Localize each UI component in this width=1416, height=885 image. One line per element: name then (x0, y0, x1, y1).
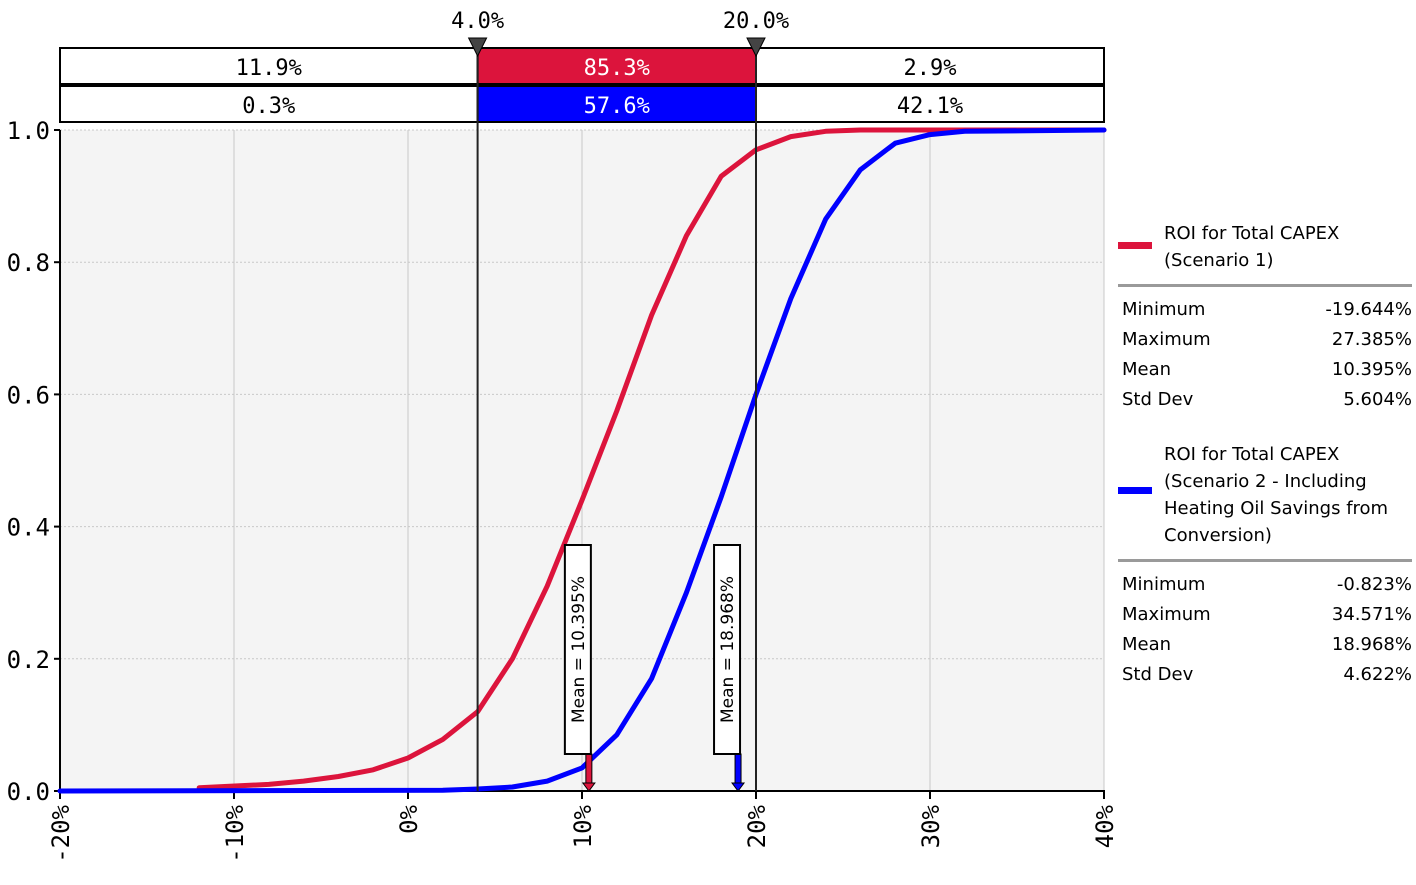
legend-label-scenario-1: ROI for Total CAPEX (Scenario 1) (1164, 220, 1339, 274)
y-tick-label: 0.4 (7, 514, 50, 542)
delimiter-label: 4.0% (451, 9, 504, 34)
stat-row: Std Dev 4.622% (1118, 660, 1412, 690)
stat-value: 34.571% (1331, 604, 1412, 625)
stat-row: Std Dev 5.604% (1118, 385, 1412, 415)
stat-label: Mean (1122, 359, 1172, 380)
x-tick-label: -20% (47, 804, 75, 862)
band-cell (59, 47, 479, 85)
delimiter-handle (467, 37, 488, 58)
series-line-1 (196, 127, 1107, 791)
mean-arrow-shaft (734, 753, 742, 786)
stat-value: -0.823% (1336, 574, 1412, 595)
stats-scenario-2: Minimum -0.823% Maximum 34.571% Mean 18.968… (1118, 570, 1412, 690)
stat-row: Minimum -19.644% (1118, 295, 1412, 325)
mean-arrow-head (581, 782, 596, 792)
legend-label-line: Conversion) (1164, 525, 1272, 546)
y-tick-label: 0.2 (7, 646, 50, 674)
x-tick-label: 0% (395, 804, 423, 833)
stat-label: Minimum (1122, 574, 1206, 595)
legend-separator (1118, 559, 1412, 562)
mean-markers: Mean = 10.395% Mean = 18.968% (563, 544, 746, 792)
stats-scenario-1: Minimum -19.644% Maximum 27.385% Mean 10.39… (1118, 295, 1412, 415)
stat-label: Minimum (1122, 299, 1206, 320)
delimiter-handle (746, 37, 766, 58)
legend-swatch-scenario-1 (1118, 242, 1152, 249)
legend-label-line: Heating Oil Savings from (1164, 498, 1389, 519)
band-value: 2.9% (904, 56, 957, 81)
y-tick-label: 1.0 (7, 117, 50, 145)
x-tick-label: 10% (569, 804, 597, 848)
mean-label-box (563, 544, 592, 755)
band-value: 0.3% (242, 94, 295, 119)
stat-label: Mean (1122, 634, 1172, 655)
stat-label: Maximum (1122, 604, 1211, 625)
band-cell (476, 47, 757, 85)
mean-arrow-shaft (585, 753, 593, 786)
legend-label-scenario-2: ROI for Total CAPEX (Scenario 2 - Includ… (1164, 441, 1388, 549)
band-value: 85.3% (584, 56, 650, 81)
stat-label: Std Dev (1122, 389, 1194, 410)
series-line-2 (57, 127, 1107, 794)
legend-entry-scenario-2: ROI for Total CAPEX (Scenario 2 - Includ… (1118, 441, 1412, 549)
band-cell (755, 85, 1105, 123)
legend-separator (1118, 284, 1412, 287)
legend-label-line: ROI for Total CAPEX (1164, 223, 1340, 244)
legend-label-line: (Scenario 1) (1164, 250, 1274, 271)
stat-row: Maximum 27.385% (1118, 325, 1412, 355)
delimiter-label: 20.0% (723, 9, 789, 34)
stat-value: 10.395% (1331, 359, 1412, 380)
x-tick-label: -10% (221, 804, 249, 862)
series-lines (57, 127, 1107, 794)
stat-value: 5.604% (1343, 389, 1412, 410)
x-tick-label: 20% (743, 804, 771, 848)
stat-row: Mean 10.395% (1118, 355, 1412, 385)
delimiter-markers[interactable]: 4.0% 20.0% (451, 9, 789, 791)
stat-value: 18.968% (1331, 634, 1412, 655)
mean-label: Mean = 18.968% (718, 576, 738, 723)
legend-label-line: (Scenario 2 - Including (1164, 471, 1367, 492)
legend-label-line: ROI for Total CAPEX (1164, 444, 1340, 465)
stat-value: -19.644% (1325, 299, 1412, 320)
stat-label: Maximum (1122, 329, 1211, 350)
x-tick-label: 30% (917, 804, 945, 848)
axes: 0.0 0.2 0.4 0.6 0.8 1.0 -20% -10% 0% 10% 20% 30% 40% (7, 117, 1119, 863)
band-cell (755, 47, 1105, 85)
mean-label: Mean = 10.395% (569, 576, 589, 723)
legend-swatch-scenario-2 (1118, 487, 1152, 494)
band-value: 11.9% (236, 56, 302, 81)
y-tick-label: 0.6 (7, 381, 50, 409)
mean-arrow-head (731, 782, 746, 792)
y-tick-label: 0.8 (7, 249, 50, 277)
x-tick-label: 40% (1091, 804, 1119, 848)
probability-bands: 11.9% 85.3% 2.9% 0.3% 57.6% 42.1% (59, 47, 1105, 123)
band-value: 42.1% (897, 94, 963, 119)
stat-value: 27.385% (1331, 329, 1412, 350)
stat-row: Maximum 34.571% (1118, 600, 1412, 630)
band-value: 57.6% (584, 94, 650, 119)
stat-label: Std Dev (1122, 664, 1194, 685)
mean-label-box (713, 544, 742, 755)
legend: ROI for Total CAPEX (Scenario 1) Minimum… (1118, 220, 1412, 690)
stat-value: 4.622% (1343, 664, 1412, 685)
legend-entry-scenario-1: ROI for Total CAPEX (Scenario 1) (1118, 220, 1412, 274)
y-tick-label: 0.0 (7, 778, 50, 806)
stat-row: Mean 18.968% (1118, 630, 1412, 660)
stat-row: Minimum -0.823% (1118, 570, 1412, 600)
